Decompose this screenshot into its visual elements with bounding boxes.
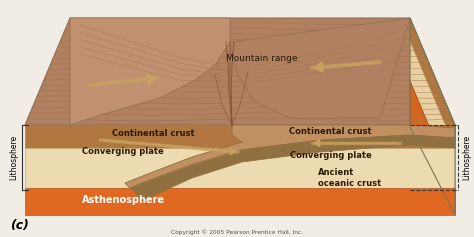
Polygon shape [130, 135, 455, 200]
Polygon shape [25, 125, 455, 148]
Polygon shape [410, 18, 455, 148]
Polygon shape [25, 148, 455, 188]
Polygon shape [410, 81, 455, 215]
Text: Lithosphere: Lithosphere [463, 134, 472, 180]
Text: Mountain range: Mountain range [226, 54, 298, 63]
Text: Continental crust: Continental crust [112, 129, 195, 138]
Polygon shape [125, 125, 455, 188]
Polygon shape [230, 18, 410, 118]
Text: Ancient
oceanic crust: Ancient oceanic crust [318, 168, 381, 188]
Text: (c): (c) [10, 219, 29, 232]
Text: Converging plate: Converging plate [290, 150, 372, 160]
Text: Converging plate: Converging plate [82, 146, 164, 155]
Polygon shape [70, 18, 230, 125]
Polygon shape [25, 188, 455, 215]
Text: Continental crust: Continental crust [289, 128, 371, 137]
Text: Lithosphere: Lithosphere [9, 134, 18, 180]
Text: Copyright © 2005 Pearson Prentice Hall, Inc.: Copyright © 2005 Pearson Prentice Hall, … [171, 229, 303, 235]
Text: Asthenosphere: Asthenosphere [82, 195, 165, 205]
Polygon shape [410, 41, 455, 188]
Polygon shape [25, 18, 455, 125]
